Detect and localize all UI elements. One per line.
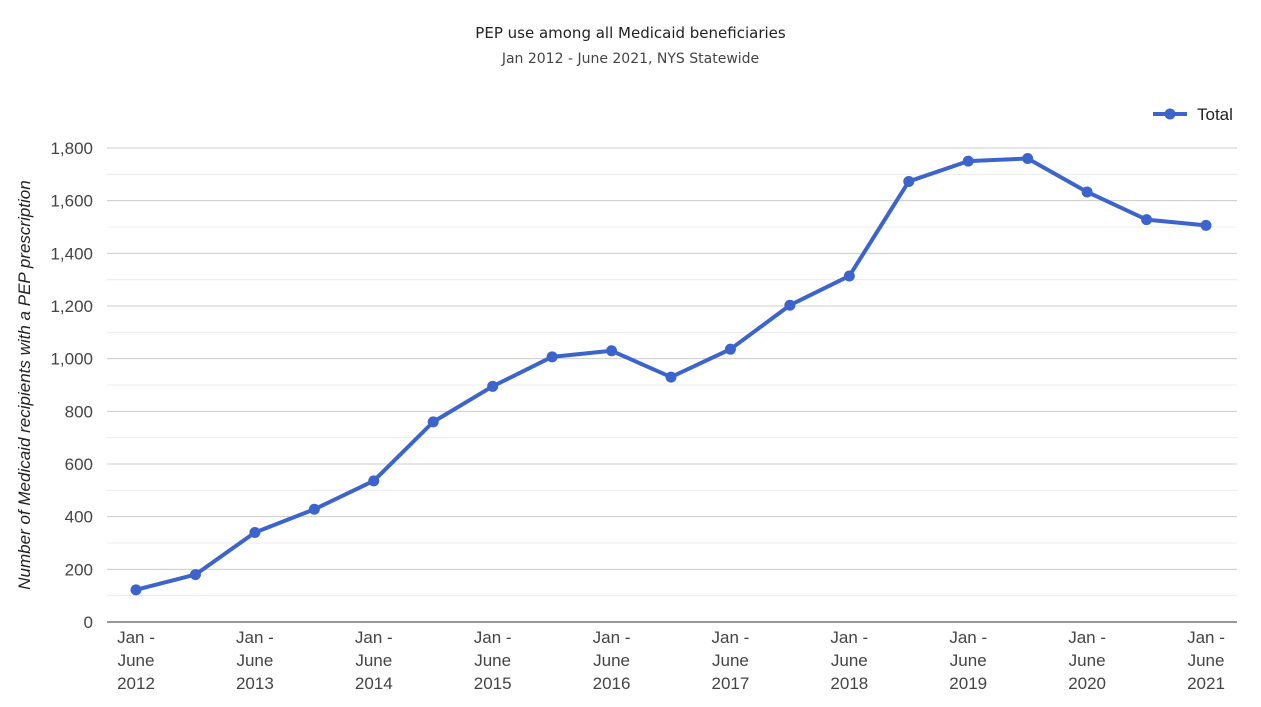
y-tick-label: 1,600: [50, 192, 93, 211]
x-tick-label: Jan -June 2015: [474, 628, 512, 693]
x-tick-label: Jan -June 2013: [236, 628, 274, 693]
y-tick-label: 0: [84, 613, 93, 632]
y-tick-label: 400: [65, 508, 93, 527]
data-point[interactable]: [427, 416, 439, 428]
grid-layer: [107, 147, 1237, 623]
y-tick-label: 800: [65, 402, 93, 421]
data-point[interactable]: [1200, 219, 1212, 231]
legend-label-total: Total: [1197, 105, 1233, 124]
data-point[interactable]: [368, 475, 380, 487]
data-point[interactable]: [903, 175, 915, 187]
data-point[interactable]: [1141, 214, 1153, 226]
data-point[interactable]: [1081, 186, 1093, 198]
legend-marker: [1164, 108, 1176, 120]
data-point[interactable]: [130, 584, 142, 596]
data-point[interactable]: [665, 371, 677, 383]
x-tick-label: Jan -June 2014: [355, 628, 393, 693]
data-point[interactable]: [606, 345, 618, 357]
data-point[interactable]: [784, 299, 796, 311]
y-tick-label: 1,400: [50, 244, 93, 263]
series-layer: [130, 153, 1212, 596]
data-point[interactable]: [189, 569, 201, 581]
x-tick-label: Jan -June 2020: [1068, 628, 1106, 693]
y-tick-label: 1,200: [50, 297, 93, 316]
y-tick-label: 1,800: [50, 139, 93, 158]
x-tick-label: Jan -June 2017: [712, 628, 750, 693]
data-point[interactable]: [843, 270, 855, 282]
legend: Total: [1153, 105, 1233, 124]
x-tick-label: Jan -June 2021: [1187, 628, 1225, 693]
data-point[interactable]: [724, 343, 736, 355]
axis-layer: 0 200 400 600 800 1,000 1,200 1,400 1,600 1,800 Ja…: [15, 139, 1225, 693]
x-tick-label: Jan -June 2018: [830, 628, 868, 693]
data-point[interactable]: [546, 351, 558, 363]
data-point[interactable]: [1022, 153, 1034, 165]
x-tick-label: Jan -June 2019: [949, 628, 987, 693]
data-point[interactable]: [962, 155, 974, 167]
y-tick-label: 1,000: [50, 350, 93, 369]
x-tick-label: Jan -June 2012: [117, 628, 155, 693]
data-point[interactable]: [487, 380, 499, 392]
chart-title: PEP use among all Medicaid beneficiaries: [475, 24, 786, 42]
y-tick-label: 600: [65, 455, 93, 474]
data-point[interactable]: [249, 526, 261, 538]
x-tick-label: Jan -June 2016: [593, 628, 631, 693]
chart-subtitle: Jan 2012 - June 2021, NYS Statewide: [501, 51, 760, 67]
data-point[interactable]: [308, 503, 320, 515]
y-axis-title: Number of Medicaid recipients with a PEP…: [15, 180, 34, 589]
y-tick-label: 200: [65, 560, 93, 579]
